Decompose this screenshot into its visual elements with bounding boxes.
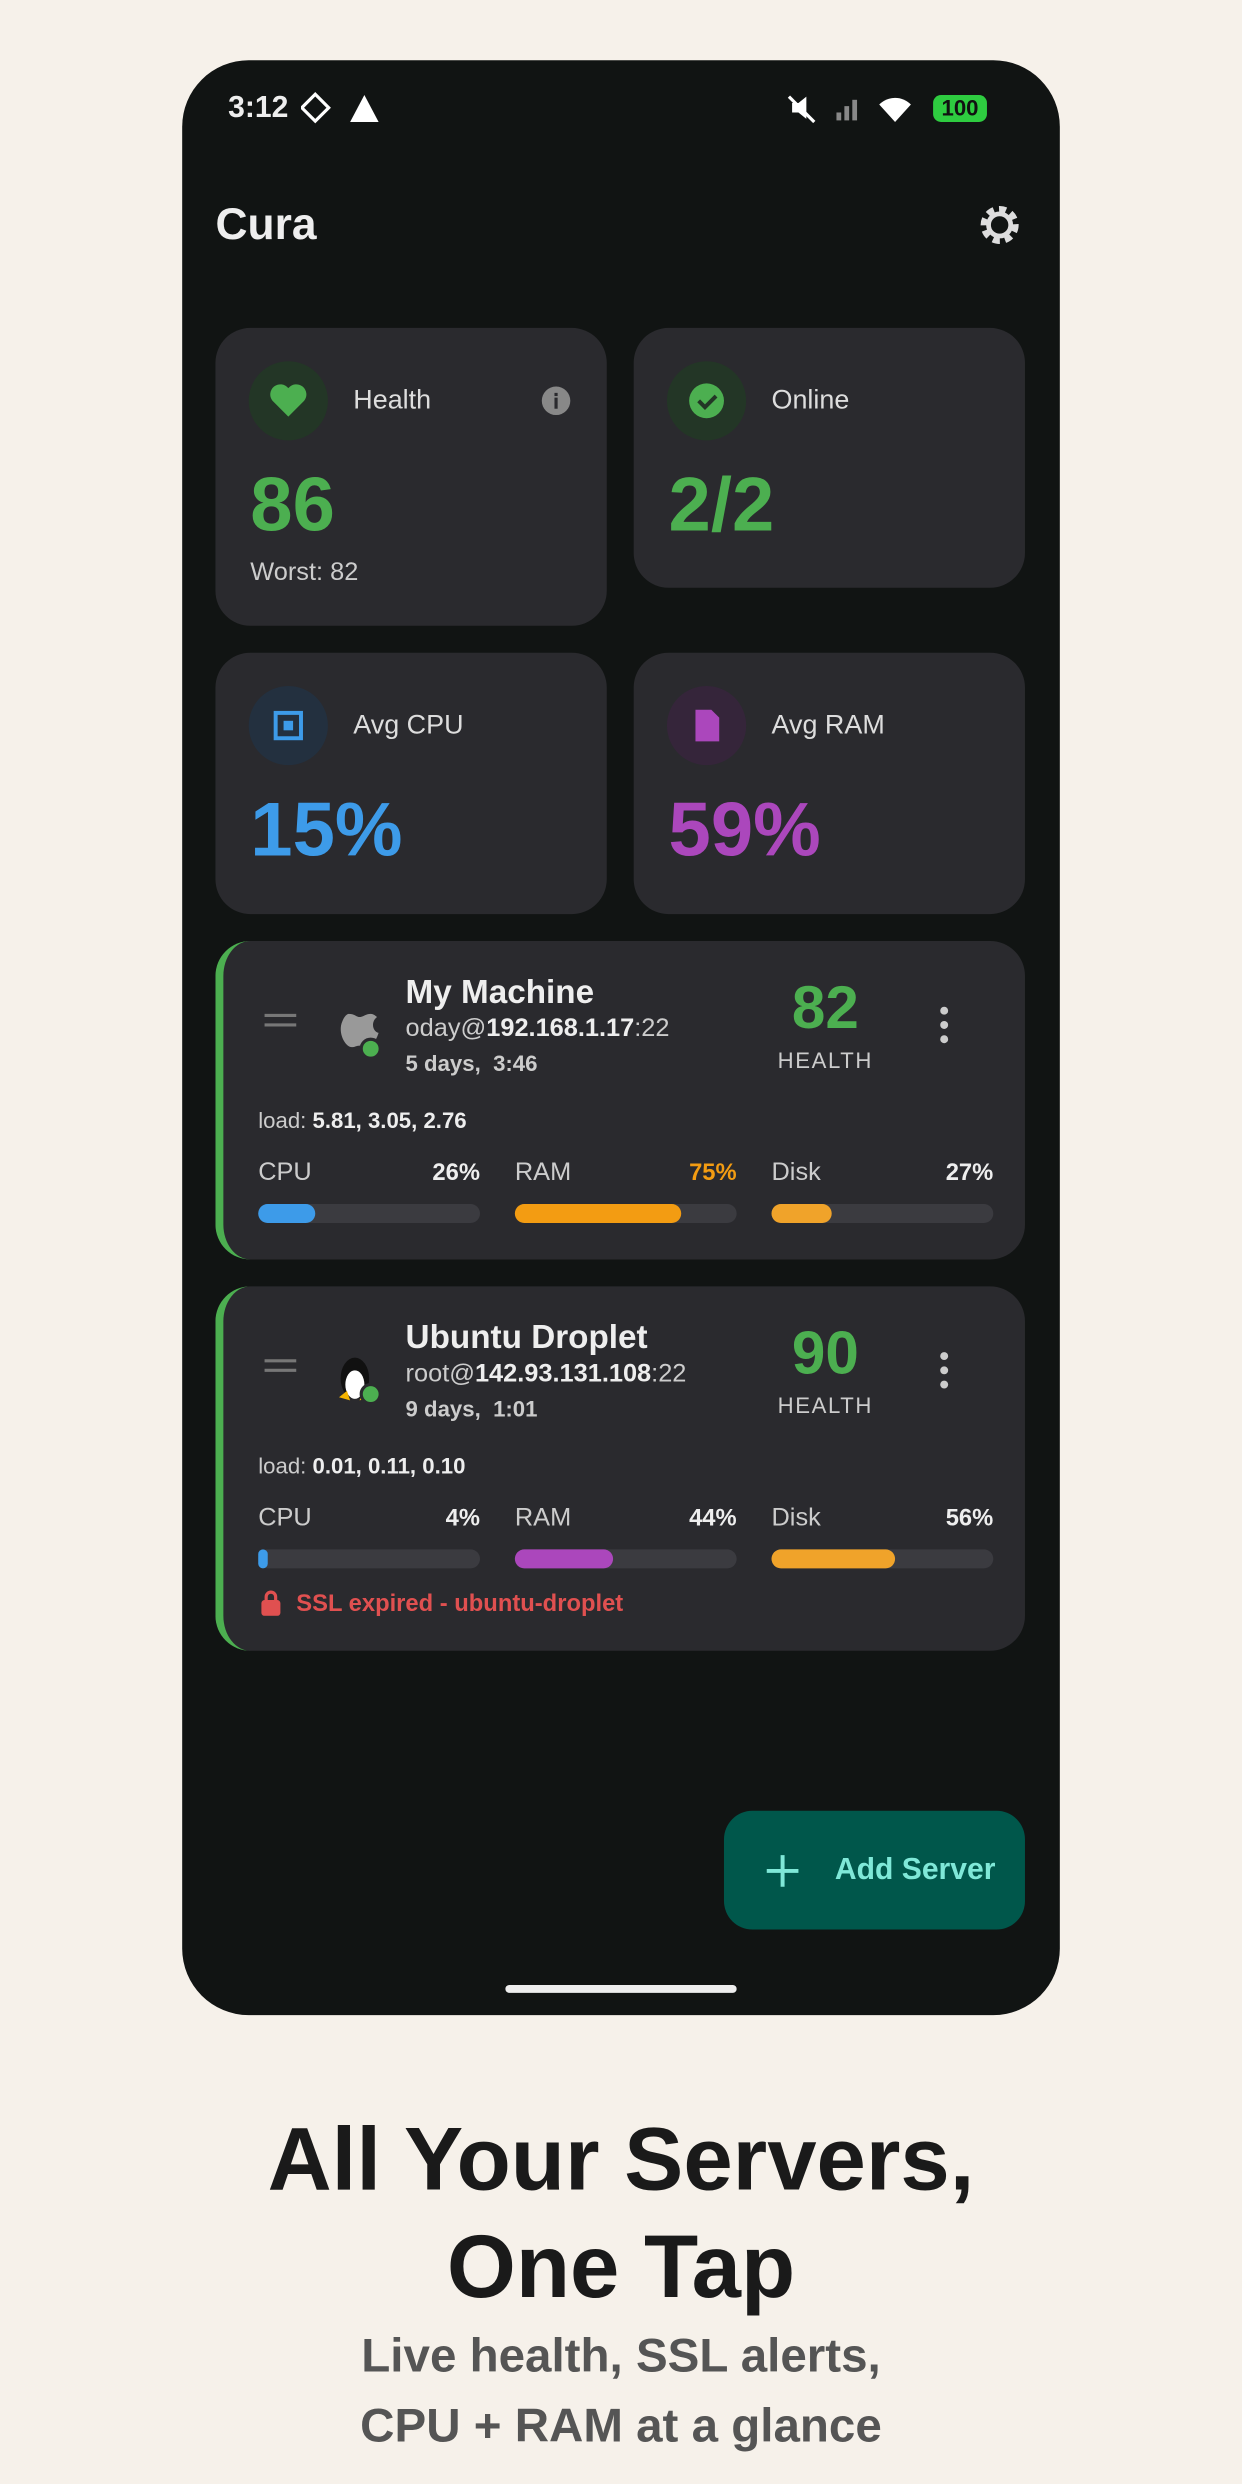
metric-name: CPU (258, 1159, 312, 1187)
ram-icon (666, 685, 747, 766)
add-server-button[interactable]: Add Server (723, 1810, 1025, 1930)
cpu-icon (248, 685, 328, 766)
metric-value: 56% (945, 1504, 994, 1532)
card-value: 59% (668, 788, 821, 873)
battery: 100 (933, 95, 987, 122)
metric-name: RAM (514, 1504, 572, 1532)
card-label: Online (771, 384, 850, 416)
load-values: 5.81, 3.05, 2.76 (312, 1107, 467, 1133)
cpu-card[interactable]: Avg CPU 15% (215, 652, 607, 915)
metric-name: Disk (771, 1159, 821, 1187)
card-label: Avg CPU (353, 709, 464, 740)
ssl-alert[interactable]: SSL expired - ubuntu-droplet (258, 1589, 623, 1619)
phone: 3:12 100 Cura Health 86 Worst: 82 Online… (182, 60, 1060, 2016)
card-value: 15% (250, 788, 403, 873)
server-name: Ubuntu Droplet (405, 1319, 648, 1357)
info-icon[interactable] (540, 385, 572, 417)
system-icons (787, 95, 911, 124)
online-icon (666, 361, 747, 441)
metric-fill (258, 1203, 316, 1224)
card-note: Worst: 82 (250, 559, 359, 587)
card-label: Avg RAM (771, 709, 885, 740)
alert-text: SSL expired - ubuntu-droplet (296, 1590, 624, 1618)
load: load: 5.81, 3.05, 2.76 (258, 1107, 466, 1132)
app-title: Cura (215, 199, 317, 249)
server-card[interactable]: Ubuntu Droplet root@142.93.131.108:22 9 da… (215, 1286, 1025, 1651)
address: oday@192.168.1.17:22 (406, 1015, 670, 1044)
settings-button[interactable] (977, 203, 1021, 247)
address: root@142.93.131.108:22 (406, 1361, 687, 1390)
home-indicator (505, 1985, 737, 1993)
uptime: 9 days, 1:01 (405, 1395, 538, 1422)
load-label: load: (258, 1107, 307, 1133)
os-icon (340, 1013, 382, 1060)
health-score: 90 (791, 1321, 859, 1388)
metric-bar (514, 1549, 737, 1569)
metric-name: RAM (514, 1159, 572, 1187)
health-label: HEALTH (777, 1392, 874, 1418)
menu-button[interactable] (936, 1350, 952, 1394)
online-card[interactable]: Online 2/2 (633, 327, 1025, 588)
headline: All Your Servers, (267, 2108, 975, 2209)
host: 192.168.1.17 (486, 1015, 635, 1043)
metric-fill (258, 1549, 268, 1569)
load-values: 0.01, 0.11, 0.10 (312, 1452, 466, 1479)
headline: One Tap (446, 2216, 796, 2317)
status-icons (300, 92, 379, 124)
drag-handle[interactable] (263, 1358, 298, 1374)
subtitle: Live health, SSL alerts, (361, 2330, 881, 2383)
metric-bar (258, 1203, 481, 1224)
port: :22 (634, 1015, 670, 1043)
metric-name: CPU (258, 1504, 312, 1532)
os-icon (339, 1357, 382, 1406)
ram-card[interactable]: Avg RAM 59% (633, 652, 1025, 915)
metric-bar (771, 1203, 994, 1224)
port: :22 (651, 1360, 687, 1388)
server-name: My Machine (405, 974, 595, 1011)
user: root@ (405, 1360, 475, 1388)
subtitle: CPU + RAM at a glance (360, 2400, 882, 2453)
button-label: Add Server (834, 1853, 996, 1887)
metric-value: 4% (445, 1504, 481, 1532)
server-card[interactable]: My Machine oday@192.168.1.17:22 5 days, 3:… (215, 941, 1025, 1260)
health-label: HEALTH (777, 1047, 874, 1073)
health-score: 82 (791, 975, 859, 1043)
user: oday@ (405, 1015, 487, 1043)
load: load: 0.01, 0.11, 0.10 (258, 1453, 465, 1478)
card-label: Health (353, 384, 432, 416)
metric-value: 26% (432, 1159, 481, 1187)
drag-handle[interactable] (263, 1012, 298, 1028)
metric-fill (771, 1549, 896, 1569)
metric-fill (771, 1203, 832, 1224)
metric-bar (258, 1549, 481, 1569)
metric-bar (514, 1203, 737, 1224)
health-card[interactable]: Health 86 Worst: 82 (215, 327, 607, 626)
card-value: 2/2 (668, 464, 775, 549)
load-label: load: (258, 1452, 307, 1479)
metric-fill (514, 1549, 613, 1569)
host: 142.93.131.108 (474, 1360, 652, 1388)
card-value: 86 (250, 464, 335, 549)
metric-fill (514, 1203, 682, 1224)
metric-value: 75% (689, 1159, 737, 1187)
menu-button[interactable] (936, 1004, 952, 1048)
uptime: 5 days, 3:46 (405, 1050, 538, 1076)
clock: 3:12 (228, 91, 289, 126)
health-icon (248, 361, 328, 441)
metric-value: 44% (689, 1504, 737, 1532)
metric-value: 27% (945, 1159, 994, 1187)
metric-name: Disk (771, 1504, 821, 1532)
metric-bar (771, 1549, 994, 1569)
